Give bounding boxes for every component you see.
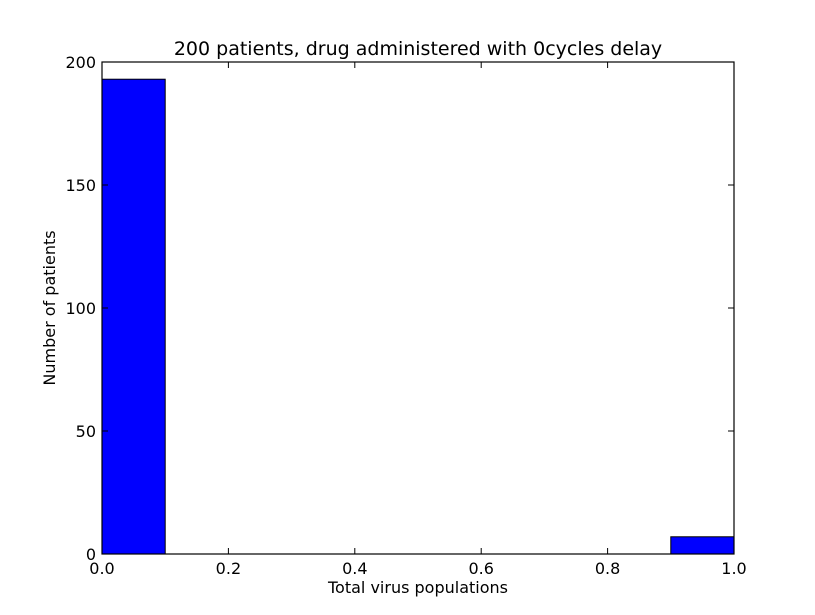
y-tick-label: 150 [65,176,96,195]
x-tick-label: 0.2 [216,559,241,578]
chart-title: 200 patients, drug administered with 0cy… [174,38,662,60]
bars-group [101,78,735,555]
x-tick-label: 0.8 [595,559,620,578]
x-tick-label: 0.6 [468,559,493,578]
y-axis-title: Number of patients [40,230,59,385]
x-tick-label: 0.4 [342,559,367,578]
histogram-bar-0 [101,78,166,555]
histogram-bar-9 [670,536,735,555]
x-tick-label: 1.0 [721,559,746,578]
x-tick-label: 0.0 [89,559,114,578]
y-tick-label: 200 [65,53,96,72]
y-tick-label: 100 [65,299,96,318]
plot-area [102,62,734,554]
x-axis-title: Total virus populations [327,578,508,597]
y-tick-label: 0 [86,545,96,564]
y-tick-label: 50 [76,422,96,441]
plot-frame [101,61,735,555]
ticks-group: 0.0 0.2 0.4 0.6 0.8 1.0 0 50 100 150 200 [65,53,746,578]
